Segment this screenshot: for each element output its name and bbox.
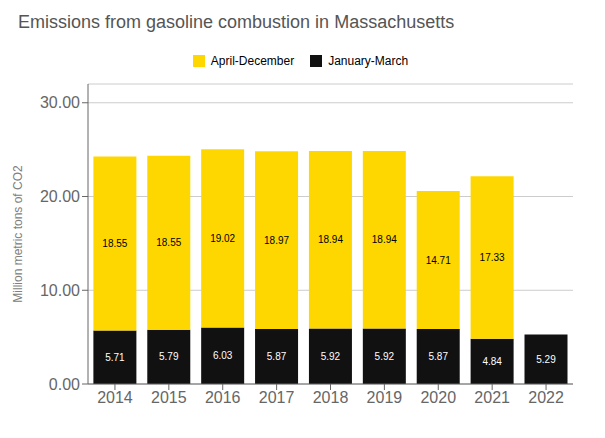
svg-text:18.55: 18.55 [156, 237, 181, 248]
svg-text:2018: 2018 [313, 389, 349, 406]
svg-text:5.92: 5.92 [375, 351, 395, 362]
svg-text:0.00: 0.00 [49, 376, 80, 393]
svg-text:18.97: 18.97 [264, 235, 289, 246]
svg-text:18.94: 18.94 [318, 234, 343, 245]
svg-text:2015: 2015 [151, 389, 187, 406]
svg-text:10.00: 10.00 [40, 282, 80, 299]
svg-text:5.29: 5.29 [536, 354, 556, 365]
svg-text:14.71: 14.71 [426, 255, 451, 266]
html-text:Emissions from gasoline combus: Emissions from gasoline combustion in Ma… [18, 12, 455, 32]
html-text:April-December: April-December [210, 54, 295, 68]
svg-text:18.55: 18.55 [102, 238, 127, 249]
svg-text:19.02: 19.02 [210, 233, 235, 244]
svg-text:5.79: 5.79 [159, 351, 179, 362]
svg-text:4.84: 4.84 [482, 356, 502, 367]
svg-text:18.94: 18.94 [372, 234, 397, 245]
svg-text:2017: 2017 [259, 389, 295, 406]
svg-text:30.00: 30.00 [40, 94, 80, 111]
svg-text:6.03: 6.03 [213, 350, 233, 361]
svg-text:5.87: 5.87 [428, 351, 448, 362]
svg-text:2014: 2014 [97, 389, 133, 406]
svg-text:Million metric tons of CO2: Million metric tons of CO2 [11, 165, 25, 303]
svg-text:5.71: 5.71 [105, 352, 125, 363]
svg-text:5.87: 5.87 [267, 351, 287, 362]
svg-text:2019: 2019 [367, 389, 403, 406]
svg-text:20.00: 20.00 [40, 188, 80, 205]
svg-text:17.33: 17.33 [480, 252, 505, 263]
svg-text:5.92: 5.92 [321, 351, 341, 362]
svg-text:2022: 2022 [528, 389, 564, 406]
html-text:January-March: January-March [328, 54, 409, 68]
svg-text:2020: 2020 [420, 389, 456, 406]
svg-text:2021: 2021 [474, 389, 510, 406]
svg-text:2016: 2016 [205, 389, 241, 406]
